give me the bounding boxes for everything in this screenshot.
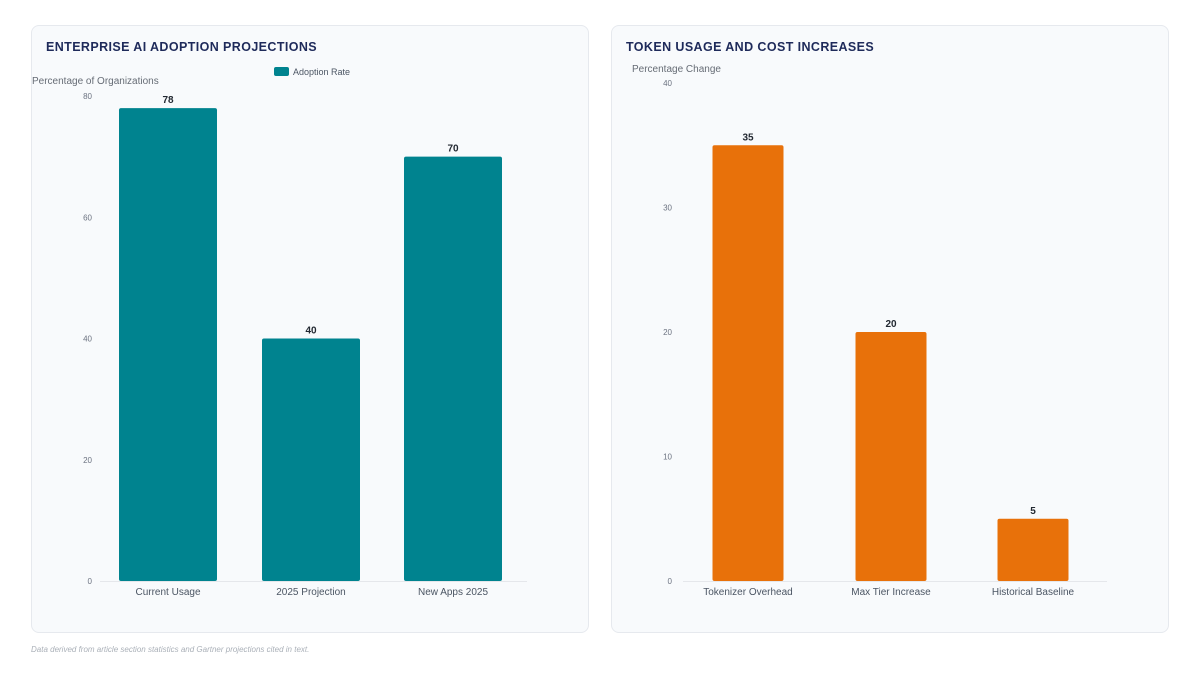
bar (404, 156, 502, 581)
x-tick-label: Historical Baseline (992, 587, 1075, 598)
y-tick-label: 0 (668, 577, 673, 586)
data-label: 78 (162, 95, 174, 106)
adoption-chart-title: ENTERPRISE AI ADOPTION PROJECTIONS (46, 40, 318, 54)
bar (712, 145, 784, 581)
bar (119, 108, 217, 581)
data-label: 70 (447, 144, 459, 155)
x-tick-label: New Apps 2025 (418, 587, 488, 598)
y-tick-label: 60 (83, 213, 92, 222)
source-footnote: Data derived from article section statis… (31, 645, 310, 654)
bar (997, 518, 1069, 581)
y-tick-label: 40 (83, 335, 92, 344)
y-tick-label: 20 (83, 456, 92, 465)
token-cost-chart-panel: TOKEN USAGE AND COST INCREASES Percentag… (611, 25, 1169, 633)
data-label: 35 (742, 132, 754, 143)
y-tick-label: 0 (88, 577, 93, 586)
y-tick-label: 80 (83, 92, 92, 101)
x-tick-label: Current Usage (135, 587, 200, 598)
token-cost-bar-chart: Percentage Change 0 10 20 30 40 35 Tokenizer Ov… (632, 64, 1107, 598)
legend-swatch (274, 67, 289, 76)
legend-label: Adoption Rate (293, 67, 350, 77)
x-tick-label: Tokenizer Overhead (703, 587, 793, 598)
data-label: 20 (885, 319, 897, 330)
data-label: 40 (305, 326, 317, 337)
y-tick-label: 30 (663, 204, 672, 213)
x-tick-label: 2025 Projection (276, 587, 346, 598)
y-axis-title: Percentage of Organizations (32, 76, 159, 87)
y-tick-label: 40 (663, 79, 672, 88)
y-tick-label: 20 (663, 328, 672, 337)
x-tick-label: Max Tier Increase (851, 587, 931, 598)
token-cost-chart-title: TOKEN USAGE AND COST INCREASES (626, 40, 875, 54)
bar (262, 338, 360, 581)
data-label: 5 (1030, 506, 1036, 517)
y-tick-label: 10 (663, 453, 672, 462)
adoption-chart-panel: ENTERPRISE AI ADOPTION PROJECTIONS Perce… (31, 25, 589, 633)
bar (855, 332, 927, 581)
y-axis-title: Percentage Change (632, 64, 721, 75)
adoption-bar-chart: Percentage of Organizations 0 20 40 60 80 78 Cu… (32, 67, 527, 598)
